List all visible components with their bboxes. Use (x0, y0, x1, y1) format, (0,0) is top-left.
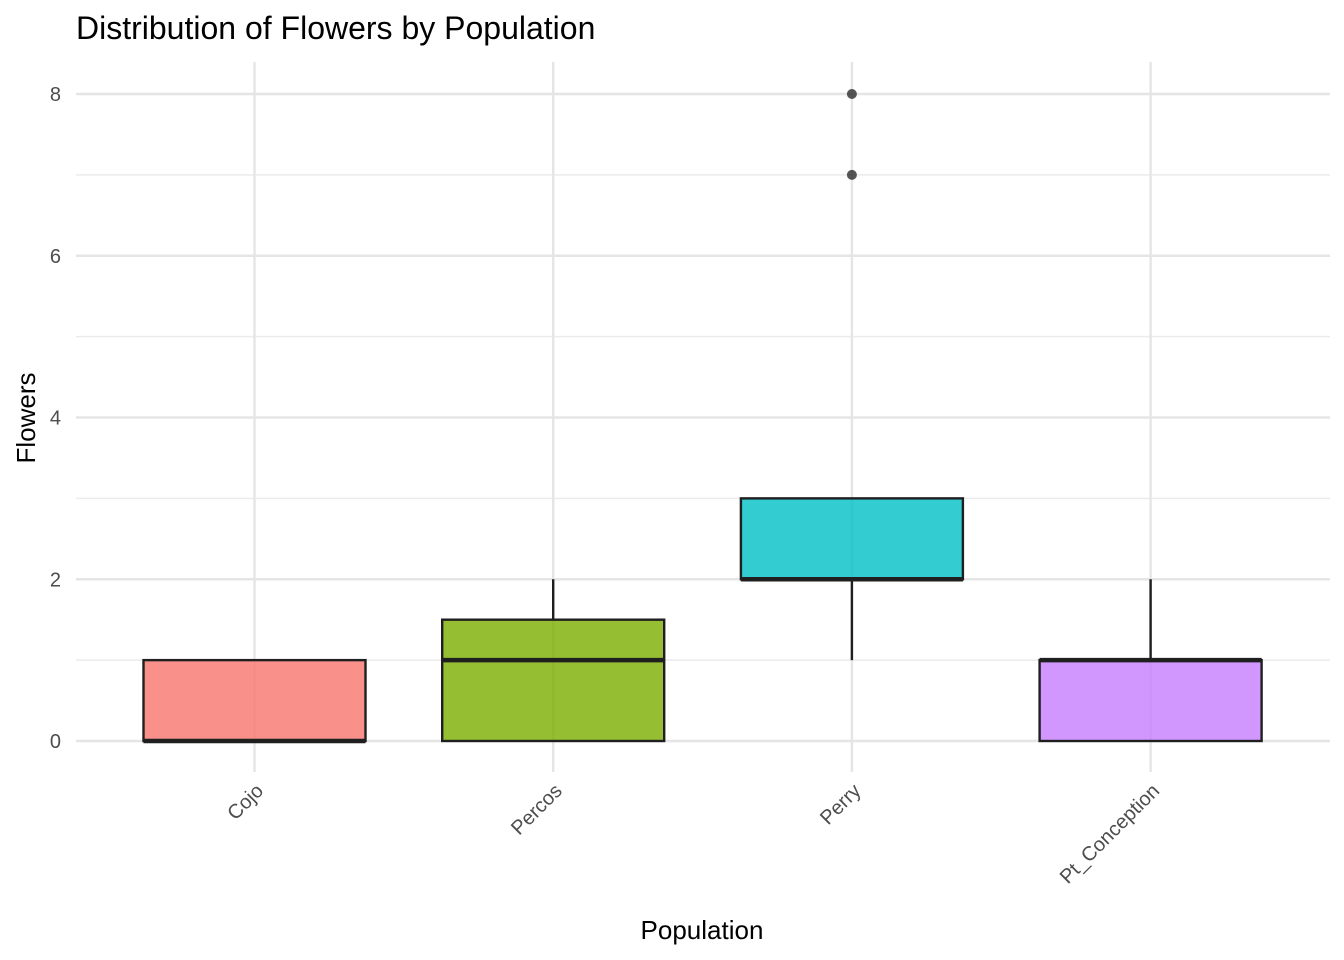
y-tick-label: 4 (50, 408, 61, 430)
y-tick-label: 0 (50, 731, 61, 753)
box-perry (739, 89, 965, 661)
box-cojo (142, 658, 367, 744)
box-percos (441, 579, 666, 743)
box-layer (142, 89, 1263, 744)
box-body (441, 618, 666, 743)
x-axis-title: Population (641, 915, 764, 945)
outlier-point (846, 169, 857, 180)
x-tick-label: Cojo (223, 780, 268, 825)
x-tick-labels: Cojo Percos Perry Pt_Conception (223, 780, 1164, 888)
outlier-point (846, 89, 857, 99)
y-tick-label: 6 (50, 246, 61, 268)
box-body (142, 658, 367, 743)
chart-title: Distribution of Flowers by Population (76, 10, 596, 46)
y-tick-labels: 0 2 4 6 8 (50, 84, 61, 753)
x-tick-label: Pt_Conception (1056, 780, 1164, 888)
box-body (739, 497, 965, 581)
x-tick-label: Percos (507, 780, 567, 840)
y-tick-label: 8 (50, 84, 61, 106)
x-tick-label: Perry (816, 780, 865, 829)
box-body (1038, 658, 1263, 743)
box-pt-conception (1038, 579, 1263, 743)
y-axis-title: Flowers (11, 372, 41, 463)
y-tick-label: 2 (50, 569, 61, 591)
